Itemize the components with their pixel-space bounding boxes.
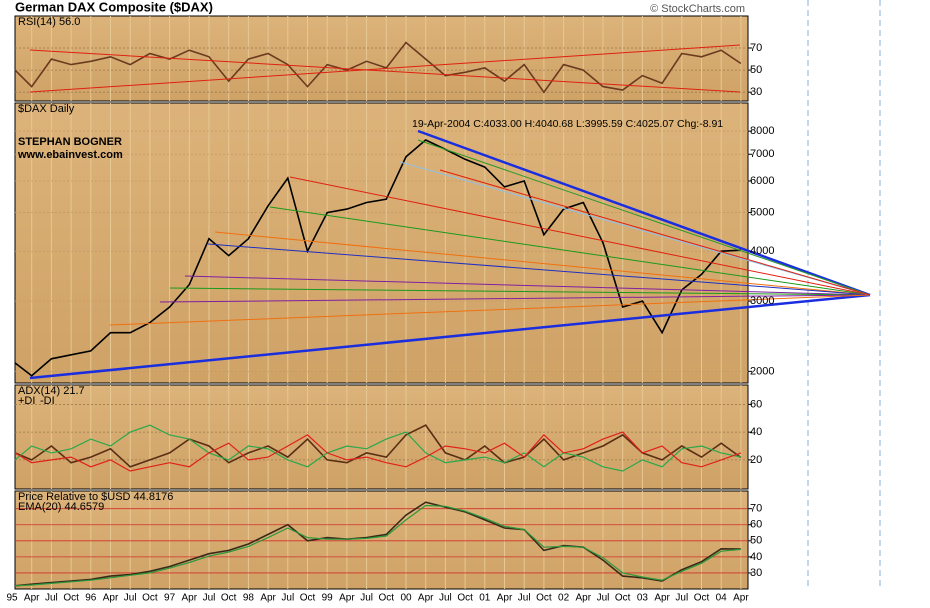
y-tick-label: 20	[750, 454, 762, 466]
x-tick-label: Apr	[260, 593, 276, 604]
x-tick-label: Jul	[439, 593, 452, 604]
x-tick-label: 99	[322, 593, 334, 604]
x-tick-label: Apr	[497, 593, 513, 604]
x-tick-label: Oct	[615, 593, 631, 604]
x-tick-label: 00	[400, 593, 412, 604]
x-tick-label: Apr	[418, 593, 434, 604]
series-line	[14, 501, 741, 587]
annotation: 19-Apr-2004 C:4033.00 H:4040.68 L:3995.5…	[412, 118, 723, 130]
y-tick-label: 50	[750, 535, 762, 547]
x-tick-label: 97	[164, 593, 176, 604]
x-tick-label: Oct	[142, 593, 158, 604]
y-tick-label: 60	[750, 398, 762, 410]
legend-label: RSI(14) 56.0	[18, 16, 80, 28]
legend-label: EMA(20) 44.6579	[18, 501, 104, 513]
series-line	[14, 424, 742, 472]
panel-bg	[14, 15, 749, 102]
x-tick-label: 03	[637, 593, 649, 604]
x-tick-label: Apr	[182, 593, 198, 604]
y-tick-label: 30	[750, 86, 762, 98]
series-line	[14, 424, 742, 468]
x-tick-label: Jul	[124, 593, 137, 604]
x-tick-label: Jul	[203, 593, 216, 604]
x-tick-label: 01	[479, 593, 491, 604]
x-tick-label: Oct	[694, 593, 710, 604]
x-tick-label: 95	[6, 593, 18, 604]
future-guides	[807, 0, 881, 590]
y-tick-label: 70	[750, 503, 762, 515]
x-tick-label: Jul	[360, 593, 373, 604]
y-tick-label: 60	[750, 519, 762, 531]
y-tick-label: 50	[750, 64, 762, 76]
y-tick-label: 7000	[750, 148, 774, 160]
y-tick-label: 3000	[750, 295, 774, 307]
annotation: STEPHAN BOGNER	[18, 136, 122, 148]
x-tick-label: Apr	[576, 593, 592, 604]
x-tick-label: Oct	[379, 593, 395, 604]
x-tick-label: Jul	[281, 593, 294, 604]
legend-label: ADX(14) 21.7	[18, 385, 85, 397]
series-line	[14, 431, 742, 472]
x-tick-label: Apr	[339, 593, 355, 604]
y-tick-label: 40	[750, 426, 762, 438]
x-tick-label: Jul	[675, 593, 688, 604]
series-line	[14, 504, 741, 587]
x-tick-label: Oct	[457, 593, 473, 604]
annotation: www.ebainvest.com	[17, 149, 123, 161]
x-tick-label: Apr	[733, 593, 749, 604]
panels	[14, 15, 752, 590]
x-tick-label: Oct	[300, 593, 316, 604]
x-tick-label: Oct	[221, 593, 237, 604]
y-tick-label: 4000	[750, 245, 774, 257]
series-line	[14, 139, 741, 377]
chart-title: German DAX Composite ($DAX)	[15, 0, 213, 14]
legend-label: +DI	[18, 395, 35, 407]
panel-bg	[14, 384, 749, 490]
source: © StockCharts.com	[650, 3, 745, 15]
x-tick-label: Apr	[654, 593, 670, 604]
x-tick-label: Apr	[24, 593, 40, 604]
y-tick-label: 8000	[750, 125, 774, 137]
x-tick-label: Oct	[63, 593, 79, 604]
y-tick-label: 6000	[750, 175, 774, 187]
x-tick-label: 96	[85, 593, 97, 604]
x-tick-label: 02	[558, 593, 570, 604]
x-tick-label: Jul	[45, 593, 58, 604]
x-tick-label: 04	[716, 593, 728, 604]
y-tick-label: 2000	[750, 365, 774, 377]
legend-label: Price Relative to $USD 44.8176	[18, 491, 173, 503]
trendlines	[29, 44, 871, 380]
x-tick-label: Oct	[536, 593, 552, 604]
x-tick-label: Jul	[518, 593, 531, 604]
y-tick-label: 5000	[750, 206, 774, 218]
x-tick-label: Apr	[103, 593, 119, 604]
x-tick-label: 98	[243, 593, 255, 604]
panel-bg	[14, 102, 749, 384]
y-tick-label: 30	[750, 567, 762, 579]
legend-label: $DAX Daily	[18, 103, 75, 115]
y-tick-label: 70	[750, 42, 762, 54]
y-tick-label: 40	[750, 551, 762, 563]
x-tick-label: Jul	[597, 593, 610, 604]
legend-label: -DI	[40, 395, 55, 407]
series-line	[14, 41, 742, 94]
